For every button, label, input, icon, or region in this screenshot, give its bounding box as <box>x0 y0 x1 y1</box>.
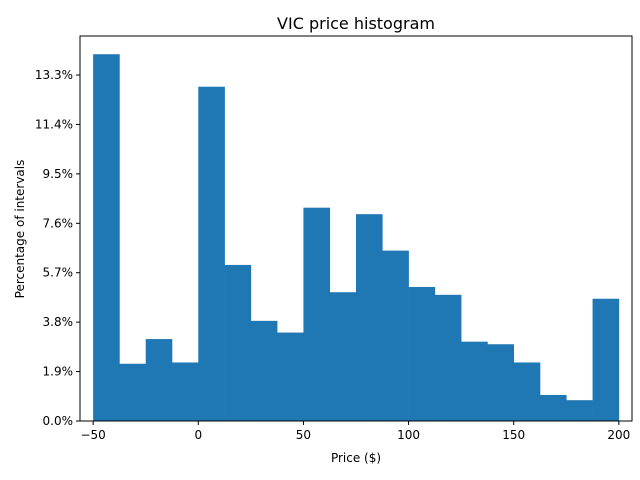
y-tick-label: 1.9% <box>43 365 74 379</box>
histogram-bar <box>303 207 331 421</box>
histogram-bar <box>487 344 515 421</box>
histogram-bar <box>224 264 252 421</box>
histogram-bar <box>592 298 620 421</box>
x-tick-label: 50 <box>296 428 311 442</box>
histogram-bar <box>172 362 199 421</box>
histogram-bar <box>382 250 409 421</box>
y-tick-label: 7.6% <box>43 216 74 230</box>
y-tick-label: 11.4% <box>35 117 73 131</box>
plot-frame <box>79 35 633 422</box>
y-axis-ticks: 0.0% 1.9% 3.8% 5.7% 7.6% 9.5% 11.4% 13.3% <box>35 68 80 428</box>
histogram-bar <box>434 294 462 421</box>
x-axis-ticks: −50 0 50 100 150 200 <box>80 421 630 442</box>
y-tick-label: 5.7% <box>43 266 74 280</box>
histogram-bar <box>513 362 541 421</box>
histogram-bar <box>277 332 304 421</box>
x-tick-label: 150 <box>502 428 525 442</box>
histogram-bar <box>93 54 120 422</box>
bars-group <box>93 54 620 422</box>
y-tick-label: 3.8% <box>43 315 74 329</box>
x-tick-label: 100 <box>397 428 420 442</box>
chart-title: VIC price histogram <box>277 14 435 33</box>
histogram-bar <box>566 400 593 421</box>
histogram-bar <box>329 292 357 421</box>
y-tick-label: 9.5% <box>43 167 74 181</box>
x-tick-label: 200 <box>607 428 630 442</box>
histogram-bar <box>145 339 173 421</box>
histogram-bar <box>119 363 147 421</box>
y-tick-label: 0.0% <box>43 414 74 428</box>
histogram-bar <box>250 320 278 421</box>
histogram-bar <box>356 214 383 421</box>
y-tick-label: 13.3% <box>35 68 73 82</box>
x-tick-label: 0 <box>194 428 202 442</box>
y-axis-label: Percentage of intervals <box>13 160 27 299</box>
histogram-bar <box>198 86 225 421</box>
histogram-bar <box>540 394 567 421</box>
histogram-bar <box>461 341 488 421</box>
histogram-bar <box>408 287 436 421</box>
x-axis-label: Price ($) <box>331 451 381 465</box>
x-tick-label: −50 <box>80 428 105 442</box>
